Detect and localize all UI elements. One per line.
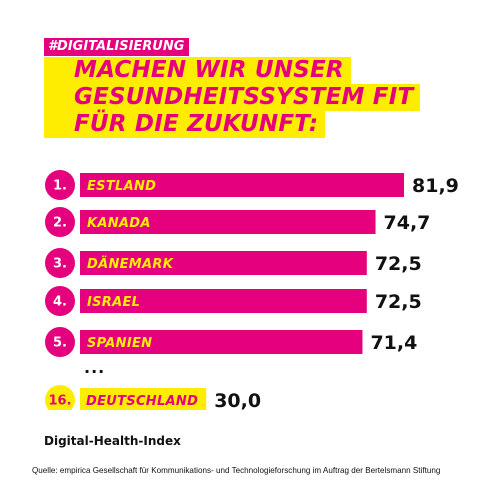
source-note: Quelle: empirica Gesellschaft für Kommun… xyxy=(32,466,441,475)
value-label: 72,5 xyxy=(375,291,422,313)
bar-label: ESTLAND xyxy=(87,179,156,194)
headline-line-3: FÜR DIE ZUKUNFT: xyxy=(44,111,326,138)
bar xyxy=(80,289,367,313)
hashtag-label: #DIGITALISIERUNG xyxy=(44,38,190,56)
value-label: 30,0 xyxy=(214,390,261,410)
index-label: Digital-Health-Index xyxy=(44,434,181,448)
rank-number: 5. xyxy=(53,336,67,351)
ellipsis: ... xyxy=(84,358,106,377)
bar-label: ISRAEL xyxy=(87,295,140,310)
rank-number: 16. xyxy=(48,394,71,409)
bar-chart: 1. ESTLAND 81,9 2. KANADA 74,7 3. DÄNEMARK 72,5 4… xyxy=(45,170,459,410)
headline-line-1: MACHEN WIR UNSER xyxy=(44,57,351,84)
rank-circle xyxy=(45,286,75,316)
rank-number: 3. xyxy=(53,257,67,272)
value-label: 74,7 xyxy=(384,212,431,234)
rank-circle xyxy=(45,327,75,357)
value-label: 72,5 xyxy=(375,253,422,275)
headline: MACHEN WIR UNSER GESUNDHEITSSYSTEM FIT F… xyxy=(44,57,464,138)
rank-number: 2. xyxy=(53,216,67,231)
rank-circle xyxy=(45,170,75,200)
value-label: 81,9 xyxy=(412,175,459,197)
rank-number: 1. xyxy=(53,179,67,194)
bar xyxy=(80,210,376,234)
rank-circle xyxy=(45,207,75,237)
headline-line-2: GESUNDHEITSSYSTEM FIT xyxy=(44,84,421,111)
bar xyxy=(80,330,363,354)
bar-label: DEUTSCHLAND xyxy=(86,394,198,409)
bar-label: SPANIEN xyxy=(87,336,152,351)
bar xyxy=(80,173,404,197)
value-label: 71,4 xyxy=(370,332,417,354)
rank-circle xyxy=(45,248,75,278)
rank-number: 4. xyxy=(53,295,67,310)
bar-label: KANADA xyxy=(87,216,151,231)
bar xyxy=(80,388,207,410)
bar xyxy=(80,251,367,275)
bar-label: DÄNEMARK xyxy=(87,256,174,272)
rank-circle xyxy=(45,385,75,410)
